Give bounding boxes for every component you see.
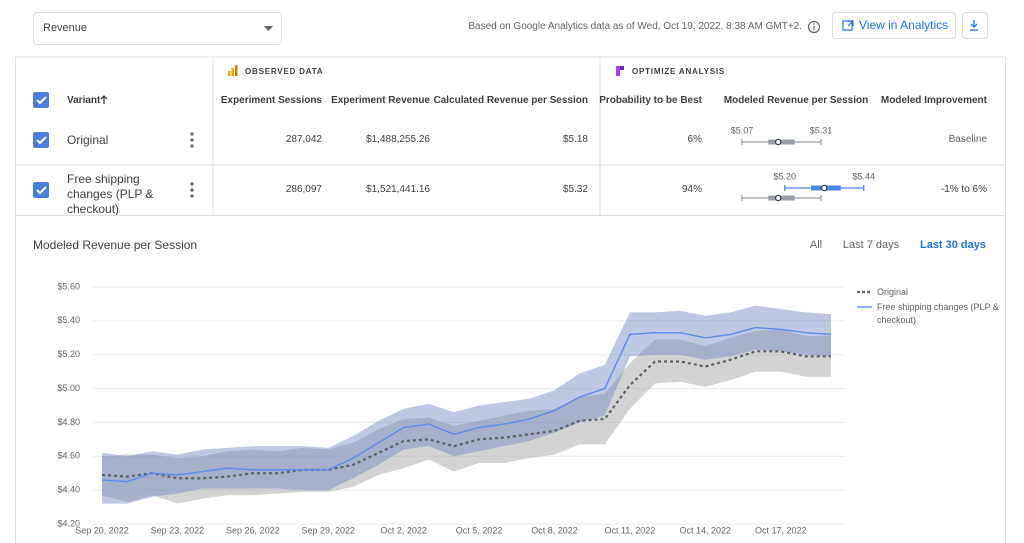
range-tab[interactable]: Last 30 days bbox=[919, 239, 987, 251]
interval-label: $5.07 bbox=[731, 125, 754, 135]
data-note: Based on Google Analytics data as of Wed… bbox=[468, 21, 802, 32]
series-line bbox=[101, 326, 832, 483]
view-analytics-button[interactable] bbox=[832, 12, 956, 39]
section-header: OPTIMIZE ANALYSIS bbox=[632, 67, 726, 76]
x-tick-label: Oct 2, 2022 bbox=[380, 525, 427, 535]
download-button[interactable] bbox=[962, 12, 988, 39]
interval-median bbox=[774, 138, 782, 146]
x-tick-label: Oct 8, 2022 bbox=[531, 525, 578, 535]
probability-best: 94% bbox=[681, 184, 702, 195]
column-header[interactable]: Experiment Sessions bbox=[220, 95, 322, 106]
revenue: $1,488,255.26 bbox=[366, 134, 430, 145]
interval-box bbox=[768, 195, 795, 201]
x-tick-label: Oct 11, 2022 bbox=[604, 525, 655, 535]
y-tick-label: $4.80 bbox=[57, 417, 80, 427]
y-tick-label: $5.60 bbox=[57, 281, 80, 291]
section-header: OBSERVED DATA bbox=[245, 67, 324, 76]
info-icon[interactable] bbox=[807, 20, 821, 34]
x-tick-label: Oct 5, 2022 bbox=[456, 525, 503, 535]
x-tick-label: Sep 20, 2022 bbox=[75, 525, 129, 535]
y-tick-label: $5.00 bbox=[57, 383, 80, 393]
button-label: View in Analytics bbox=[859, 18, 949, 32]
interval-label: $5.31 bbox=[810, 125, 833, 135]
confidence-band bbox=[102, 329, 831, 504]
interval-label: $5.20 bbox=[774, 171, 797, 181]
y-tick-label: $5.40 bbox=[57, 315, 80, 325]
column-header[interactable]: Calculated Revenue per Session bbox=[433, 95, 588, 106]
revenue-per-session: $5.32 bbox=[562, 184, 588, 195]
y-tick-label: $5.20 bbox=[57, 349, 80, 359]
revenue: $1,521,441.16 bbox=[366, 184, 430, 195]
x-tick-label: Oct 17, 2022 bbox=[755, 525, 807, 535]
column-header[interactable]: Modeled Revenue per Session bbox=[723, 95, 869, 106]
column-header[interactable]: Experiment Revenue bbox=[331, 95, 430, 106]
interval-label: $5.44 bbox=[852, 171, 875, 181]
probability-best: 6% bbox=[687, 134, 702, 145]
metric-dropdown[interactable] bbox=[33, 12, 282, 45]
y-tick-label: $4.60 bbox=[57, 451, 80, 461]
sort-arrow[interactable] bbox=[100, 95, 108, 104]
download-icon bbox=[970, 20, 978, 31]
revenue-per-session: $5.18 bbox=[562, 134, 588, 145]
chart-title: Modeled Revenue per Session bbox=[33, 238, 198, 252]
x-tick-label: Sep 23, 2022 bbox=[151, 525, 205, 535]
improvement: Baseline bbox=[948, 134, 987, 145]
interval-median bbox=[774, 194, 782, 202]
y-tick-label: $4.20 bbox=[57, 518, 80, 528]
y-tick-label: $4.40 bbox=[57, 485, 80, 495]
x-tick-label: Sep 26, 2022 bbox=[226, 525, 280, 535]
dropdown-caret bbox=[264, 26, 273, 31]
legend-label: Free shipping changes (PLP & checkout) bbox=[877, 302, 999, 325]
sessions: 287,042 bbox=[285, 134, 322, 145]
range-tab[interactable]: Last 7 days bbox=[842, 239, 900, 251]
interval-median bbox=[821, 184, 828, 192]
improvement: -1% to 6% bbox=[940, 184, 987, 195]
column-header[interactable]: Modeled Improvement bbox=[880, 95, 987, 106]
open-icon bbox=[842, 20, 854, 31]
kebab-menus[interactable] bbox=[190, 132, 194, 198]
column-header[interactable]: Variant bbox=[67, 95, 101, 106]
variant-name: Original bbox=[67, 133, 109, 147]
x-tick-label: Sep 29, 2022 bbox=[301, 525, 355, 535]
legend-label: Original bbox=[877, 287, 909, 297]
checkboxes[interactable] bbox=[33, 92, 49, 198]
metric-value: Revenue bbox=[43, 22, 88, 34]
variant-name: Free shipping changes (PLP & checkout) bbox=[67, 172, 154, 215]
table-frame bbox=[15, 56, 1006, 543]
interval-box bbox=[768, 139, 795, 145]
column-header[interactable]: Probability to be Best bbox=[599, 95, 702, 106]
analytics-icon bbox=[228, 65, 238, 76]
series-line bbox=[101, 350, 831, 480]
range-tab[interactable]: All bbox=[809, 239, 823, 251]
sessions: 286,097 bbox=[285, 184, 322, 195]
optimize-icon bbox=[616, 66, 624, 76]
x-tick-label: Oct 14, 2022 bbox=[680, 525, 732, 535]
confidence-band bbox=[102, 305, 831, 504]
